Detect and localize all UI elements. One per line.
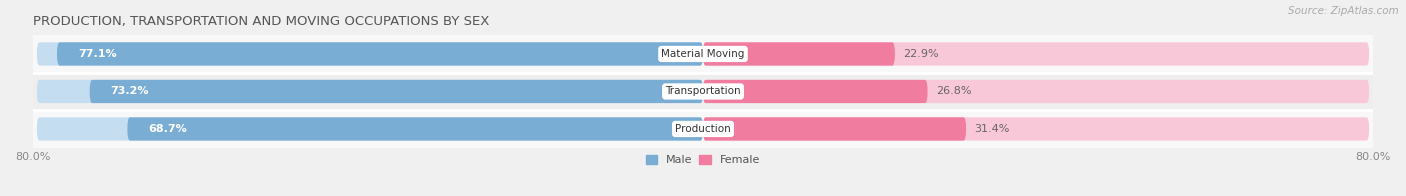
FancyBboxPatch shape xyxy=(703,80,1369,103)
FancyBboxPatch shape xyxy=(37,80,703,103)
Text: 77.1%: 77.1% xyxy=(77,49,117,59)
Text: Source: ZipAtlas.com: Source: ZipAtlas.com xyxy=(1288,6,1399,16)
FancyBboxPatch shape xyxy=(37,117,703,141)
Bar xyxy=(32,73,1374,110)
Text: Material Moving: Material Moving xyxy=(661,49,745,59)
FancyBboxPatch shape xyxy=(37,42,703,66)
FancyBboxPatch shape xyxy=(703,42,894,66)
Text: 22.9%: 22.9% xyxy=(903,49,939,59)
Text: Transportation: Transportation xyxy=(665,86,741,96)
FancyBboxPatch shape xyxy=(703,117,1369,141)
Text: 26.8%: 26.8% xyxy=(936,86,972,96)
Text: 73.2%: 73.2% xyxy=(111,86,149,96)
Text: PRODUCTION, TRANSPORTATION AND MOVING OCCUPATIONS BY SEX: PRODUCTION, TRANSPORTATION AND MOVING OC… xyxy=(32,15,489,28)
FancyBboxPatch shape xyxy=(128,117,703,141)
Bar xyxy=(32,35,1374,73)
FancyBboxPatch shape xyxy=(703,80,928,103)
FancyBboxPatch shape xyxy=(703,42,1369,66)
Text: 31.4%: 31.4% xyxy=(974,124,1010,134)
Text: 68.7%: 68.7% xyxy=(148,124,187,134)
Text: Production: Production xyxy=(675,124,731,134)
FancyBboxPatch shape xyxy=(90,80,703,103)
Legend: Male, Female: Male, Female xyxy=(647,154,759,165)
FancyBboxPatch shape xyxy=(58,42,703,66)
FancyBboxPatch shape xyxy=(703,117,966,141)
Bar xyxy=(32,110,1374,148)
